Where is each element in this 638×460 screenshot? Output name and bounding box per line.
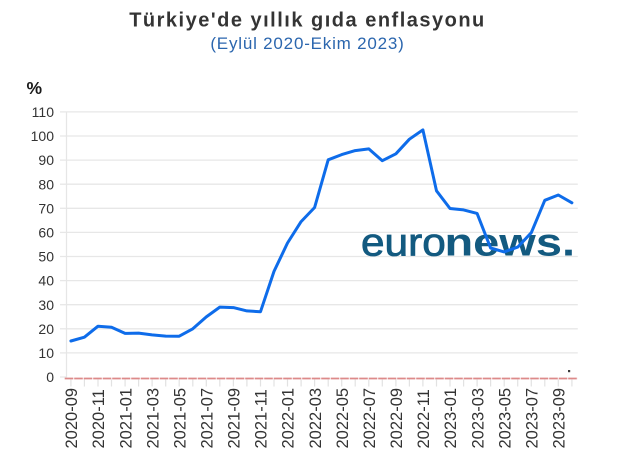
svg-text:50: 50 bbox=[38, 249, 54, 265]
svg-text:0: 0 bbox=[46, 369, 54, 385]
svg-text:(Eylül 2020-Ekim 2023): (Eylül 2020-Ekim 2023) bbox=[210, 34, 404, 53]
svg-text:10: 10 bbox=[38, 345, 54, 361]
svg-text:20: 20 bbox=[38, 321, 54, 337]
svg-text:40: 40 bbox=[38, 273, 54, 289]
svg-text:2023-07: 2023-07 bbox=[524, 388, 542, 449]
svg-text:2022-05: 2022-05 bbox=[334, 388, 352, 449]
svg-text:2020-09: 2020-09 bbox=[63, 388, 81, 449]
svg-text:60: 60 bbox=[38, 225, 54, 241]
svg-text:2023-01: 2023-01 bbox=[442, 388, 460, 449]
svg-text:80: 80 bbox=[38, 176, 54, 192]
svg-text:2022-09: 2022-09 bbox=[388, 388, 406, 449]
svg-text:2021-11: 2021-11 bbox=[253, 389, 271, 448]
svg-text:30: 30 bbox=[38, 297, 54, 313]
svg-text:2021-09: 2021-09 bbox=[226, 388, 244, 449]
svg-text:100: 100 bbox=[31, 128, 55, 144]
svg-text:2023-03: 2023-03 bbox=[469, 388, 487, 449]
svg-text:2023-09: 2023-09 bbox=[551, 388, 569, 449]
svg-text:2022-01: 2022-01 bbox=[280, 388, 298, 449]
svg-text:2021-07: 2021-07 bbox=[199, 388, 217, 449]
svg-text:2022-11: 2022-11 bbox=[415, 389, 433, 448]
svg-text:2021-05: 2021-05 bbox=[171, 388, 189, 449]
svg-text:70: 70 bbox=[38, 200, 54, 216]
svg-text:90: 90 bbox=[38, 152, 54, 168]
svg-text:2020-11: 2020-11 bbox=[90, 389, 108, 448]
svg-text:%: % bbox=[27, 78, 43, 98]
svg-text:news.: news. bbox=[445, 221, 576, 264]
svg-text:2022-07: 2022-07 bbox=[361, 388, 379, 449]
svg-text:2022-03: 2022-03 bbox=[307, 388, 325, 449]
svg-text:2021-01: 2021-01 bbox=[117, 388, 135, 449]
svg-text:Türkiye'de yıllık gıda enflasy: Türkiye'de yıllık gıda enflasyonu bbox=[129, 10, 486, 32]
svg-text:euro: euro bbox=[361, 220, 446, 264]
svg-text:2021-03: 2021-03 bbox=[144, 388, 162, 449]
svg-text:110: 110 bbox=[32, 104, 55, 120]
svg-text:2023-05: 2023-05 bbox=[496, 388, 514, 449]
